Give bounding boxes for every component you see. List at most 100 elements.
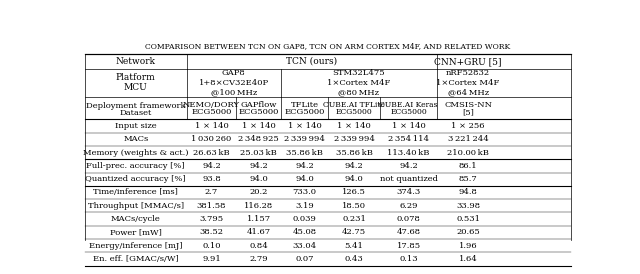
Text: Energy/inference [mJ]: Energy/inference [mJ] [89,242,182,250]
Text: CMSIS-NN: CMSIS-NN [444,101,492,109]
Text: 210.00 kB: 210.00 kB [447,149,489,157]
Text: 116.28: 116.28 [244,202,273,210]
Text: 2.7: 2.7 [205,189,218,196]
Text: 94.0: 94.0 [249,175,268,183]
Text: 1.96: 1.96 [459,242,477,250]
Text: 94.2: 94.2 [399,162,418,170]
Text: 374.3: 374.3 [396,189,420,196]
Text: 0.43: 0.43 [345,255,364,263]
Text: 113.40 kB: 113.40 kB [387,149,430,157]
Text: Platform: Platform [116,73,156,82]
Text: 1 × 140: 1 × 140 [337,122,371,130]
Text: 85.7: 85.7 [459,175,477,183]
Text: 86.1: 86.1 [459,162,477,170]
Text: 2 339 994: 2 339 994 [333,135,374,143]
Text: NEMO/DORY: NEMO/DORY [183,101,240,109]
Text: 0.84: 0.84 [249,242,268,250]
Text: STM32L475
1×Cortex M4F
@80 MHz: STM32L475 1×Cortex M4F @80 MHz [327,69,390,97]
Text: COMPARISON BETWEEN TCN ON GAP8, TCN ON ARM CORTEX M4F, AND RELATED WORK: COMPARISON BETWEEN TCN ON GAP8, TCN ON A… [145,42,511,51]
Text: 9.91: 9.91 [202,255,221,263]
Text: 0.07: 0.07 [295,255,314,263]
Text: 126.5: 126.5 [342,189,366,196]
Text: 2 339 994: 2 339 994 [284,135,325,143]
Text: 25.03 kB: 25.03 kB [240,149,277,157]
Text: 93.8: 93.8 [202,175,221,183]
Text: 3.19: 3.19 [295,202,314,210]
Text: Time/inference [ms]: Time/inference [ms] [93,189,178,196]
Text: 1 030 260: 1 030 260 [191,135,232,143]
Text: Power [mW]: Power [mW] [110,228,162,236]
Text: 1.64: 1.64 [459,255,477,263]
Text: En. eff. [GMAC/s/W]: En. eff. [GMAC/s/W] [93,255,179,263]
Text: Quantized accuracy [%]: Quantized accuracy [%] [86,175,186,183]
Text: Dataset: Dataset [120,109,152,116]
Text: Memory (weights & act.): Memory (weights & act.) [83,149,189,157]
Text: Input size: Input size [115,122,157,130]
Text: 0.078: 0.078 [397,215,420,223]
Text: Throughput [MMAC/s]: Throughput [MMAC/s] [88,202,184,210]
Text: 1 × 140: 1 × 140 [392,122,426,130]
Text: ECG5000: ECG5000 [238,108,279,116]
Text: GAPflow: GAPflow [241,101,276,109]
Text: [5]: [5] [462,108,474,116]
Text: 20.2: 20.2 [250,189,268,196]
Text: 3.795: 3.795 [200,215,223,223]
Text: 2 348 925: 2 348 925 [238,135,279,143]
Text: 33.98: 33.98 [456,202,480,210]
Text: Network: Network [116,57,156,66]
Text: Deployment framework: Deployment framework [86,102,186,110]
Text: 35.86 kB: 35.86 kB [286,149,323,157]
Text: GAP8
1+8×CV32E40P
@100 MHz: GAP8 1+8×CV32E40P @100 MHz [198,69,269,97]
Text: TCN (ours): TCN (ours) [286,57,337,66]
Text: 3 221 244: 3 221 244 [448,135,488,143]
Text: CNN+GRU [5]: CNN+GRU [5] [435,57,502,66]
Text: 33.04: 33.04 [292,242,317,250]
Text: 47.68: 47.68 [397,228,420,236]
Text: nRF52832
1×Cortex M4F
@64 MHz: nRF52832 1×Cortex M4F @64 MHz [436,69,500,97]
Text: ECG5000: ECG5000 [284,108,324,116]
Text: 94.2: 94.2 [295,162,314,170]
Text: 1 × 140: 1 × 140 [242,122,275,130]
Text: MACs/cycle: MACs/cycle [111,215,161,223]
Text: 2.79: 2.79 [249,255,268,263]
Text: MACs: MACs [123,135,148,143]
Text: 35.86 kB: 35.86 kB [335,149,372,157]
Text: 18.50: 18.50 [342,202,366,210]
Text: 381.58: 381.58 [196,202,226,210]
Text: 94.8: 94.8 [459,189,477,196]
Text: 38.52: 38.52 [200,228,223,236]
Text: 45.08: 45.08 [292,228,317,236]
Text: 733.0: 733.0 [292,189,316,196]
Text: 0.231: 0.231 [342,215,366,223]
Text: 1.157: 1.157 [246,215,271,223]
Text: 94.2: 94.2 [249,162,268,170]
Text: 42.75: 42.75 [342,228,366,236]
Text: 17.85: 17.85 [397,242,420,250]
Text: Full-prec. accuracy [%]: Full-prec. accuracy [%] [86,162,185,170]
Text: 0.10: 0.10 [202,242,221,250]
Text: 1 × 140: 1 × 140 [195,122,228,130]
Text: MCU: MCU [124,83,148,92]
Text: 1 × 256: 1 × 256 [451,122,485,130]
Text: 0.531: 0.531 [456,215,480,223]
Text: 94.0: 94.0 [295,175,314,183]
Text: 20.65: 20.65 [456,228,480,236]
Text: 0.13: 0.13 [399,255,418,263]
Text: ECG5000: ECG5000 [191,108,232,116]
Text: 94.0: 94.0 [345,175,364,183]
Text: not quantized: not quantized [380,175,438,183]
Text: 26.63 kB: 26.63 kB [193,149,230,157]
Text: 41.67: 41.67 [246,228,271,236]
Text: ECG5000: ECG5000 [390,108,427,116]
Text: 94.2: 94.2 [202,162,221,170]
Text: 94.2: 94.2 [345,162,364,170]
Text: CUBE.AI Keras: CUBE.AI Keras [380,101,438,109]
Text: 5.41: 5.41 [344,242,364,250]
Text: TFLite: TFLite [291,101,319,109]
Text: CUBE.AI TFLite: CUBE.AI TFLite [323,101,385,109]
Text: 6.29: 6.29 [399,202,418,210]
Text: 1 × 140: 1 × 140 [287,122,321,130]
Text: 0.039: 0.039 [292,215,316,223]
Text: 2 354 114: 2 354 114 [388,135,429,143]
Text: ECG5000: ECG5000 [335,108,372,116]
